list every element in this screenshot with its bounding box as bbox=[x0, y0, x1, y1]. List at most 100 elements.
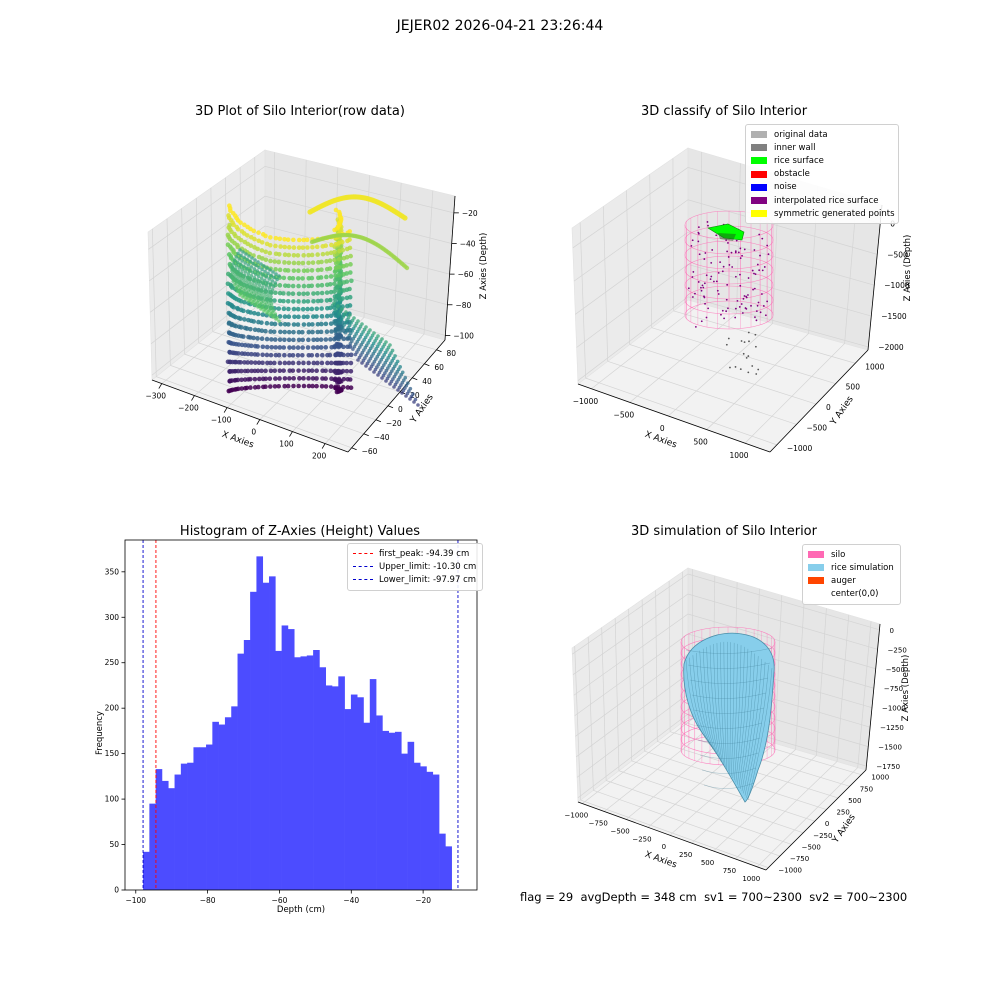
simulation-x-tick-label: 1000 bbox=[742, 875, 760, 883]
interpolated-point bbox=[753, 272, 755, 275]
raw-point bbox=[364, 325, 368, 329]
raw-point bbox=[291, 345, 296, 350]
raw-point bbox=[239, 342, 245, 348]
raw-point bbox=[268, 235, 273, 240]
histogram-bar bbox=[193, 747, 201, 890]
raw-point bbox=[245, 278, 249, 283]
raw-point bbox=[256, 319, 261, 325]
raw-point bbox=[230, 265, 235, 270]
raw-point bbox=[233, 270, 237, 275]
classify-x-tick-label: −1000 bbox=[573, 397, 599, 406]
raw-point bbox=[269, 291, 274, 296]
raw-point bbox=[332, 368, 338, 374]
raw-point bbox=[230, 272, 234, 277]
raw-x-tick-label: −100 bbox=[211, 416, 232, 425]
raw-point bbox=[325, 360, 330, 366]
classify-legend: original data inner wall rice surface ob… bbox=[745, 124, 899, 225]
raw-point bbox=[333, 241, 339, 247]
raw-point bbox=[277, 274, 281, 278]
raw-point bbox=[315, 283, 321, 288]
interpolated-point bbox=[722, 265, 725, 268]
raw-point bbox=[273, 376, 278, 381]
simulation-grid-y-wall bbox=[655, 590, 658, 742]
raw-point bbox=[305, 306, 310, 312]
raw-x-tick-label: −200 bbox=[178, 404, 199, 413]
classify-grid-y bbox=[673, 310, 856, 364]
rice-surface-mesh-line bbox=[706, 646, 720, 759]
raw-point bbox=[263, 269, 267, 274]
simulation-grid-y bbox=[618, 770, 804, 834]
raw-point bbox=[384, 340, 388, 344]
raw-point bbox=[311, 298, 316, 304]
raw-point bbox=[344, 360, 350, 366]
interpolated-point bbox=[756, 304, 759, 307]
raw-point bbox=[301, 383, 307, 389]
raw-point bbox=[301, 322, 307, 327]
raw-point bbox=[301, 253, 306, 258]
simulation-x-tick-label: 250 bbox=[679, 851, 692, 859]
histogram-bar bbox=[206, 744, 213, 890]
raw-point bbox=[333, 285, 339, 291]
simulation-grid-y-wall bbox=[628, 608, 633, 761]
raw-point bbox=[314, 314, 319, 319]
classify-points bbox=[687, 221, 770, 375]
simulation-x-tick-label: −1000 bbox=[565, 812, 589, 820]
legend-label: first_peak: -94.39 cm bbox=[379, 548, 470, 559]
rice-surface-mesh-line bbox=[691, 692, 767, 699]
raw-point bbox=[306, 360, 311, 366]
rice-surface-mesh-line bbox=[743, 658, 762, 794]
raw-point bbox=[277, 368, 283, 374]
interpolated-point bbox=[715, 234, 718, 237]
raw-point bbox=[243, 270, 248, 274]
interpolated-point bbox=[697, 281, 700, 283]
raw-point bbox=[300, 337, 306, 343]
raw-point bbox=[340, 360, 346, 366]
rice-surface-mesh-line bbox=[740, 653, 755, 790]
raw-point bbox=[360, 322, 364, 326]
histogram-bar bbox=[281, 625, 289, 890]
raw-point bbox=[241, 264, 246, 269]
raw-point bbox=[226, 330, 232, 335]
histogram-bar bbox=[363, 722, 371, 890]
legend-label: inner wall bbox=[774, 142, 816, 153]
raw-point bbox=[260, 292, 264, 297]
rice-surface-mesh-line bbox=[689, 677, 769, 684]
raw-point bbox=[316, 260, 321, 265]
raw-point bbox=[291, 306, 297, 312]
histogram-x-tick-label: −80 bbox=[200, 896, 216, 905]
interpolated-point bbox=[687, 287, 690, 290]
raw-y-tick-label: 60 bbox=[434, 363, 444, 372]
raw-point bbox=[256, 260, 260, 264]
legend-label: symmetric generated points bbox=[774, 208, 895, 219]
raw-point bbox=[348, 352, 354, 358]
raw-point bbox=[226, 213, 231, 218]
interpolated-point bbox=[700, 286, 702, 289]
raw-point bbox=[249, 368, 254, 374]
raw-point bbox=[309, 368, 315, 373]
interpolated-point bbox=[764, 314, 767, 317]
raw-point bbox=[234, 264, 239, 268]
interpolated-point bbox=[725, 310, 728, 313]
histogram-x-tick-label: −60 bbox=[272, 896, 288, 905]
raw-point bbox=[252, 276, 257, 280]
raw-point bbox=[246, 317, 251, 323]
histogram-bar bbox=[332, 686, 339, 890]
footer-avg-depth: avgDepth = 348 cm bbox=[580, 890, 697, 904]
raw-point bbox=[344, 246, 350, 252]
raw-point bbox=[380, 337, 384, 341]
interpolated-point bbox=[709, 278, 712, 280]
original-point bbox=[757, 368, 760, 371]
raw-point bbox=[281, 345, 287, 350]
interpolated-point bbox=[766, 300, 769, 303]
interpolated-point bbox=[720, 313, 722, 316]
interpolated-point bbox=[743, 248, 746, 251]
raw-point bbox=[348, 270, 353, 275]
raw-point bbox=[336, 376, 342, 382]
histogram-y-tick-label: 150 bbox=[105, 749, 120, 758]
raw-point bbox=[236, 276, 240, 281]
raw-point bbox=[337, 328, 343, 334]
raw-point bbox=[319, 282, 325, 288]
raw-point bbox=[282, 337, 287, 343]
raw-point bbox=[260, 376, 266, 382]
raw-point bbox=[245, 257, 249, 262]
